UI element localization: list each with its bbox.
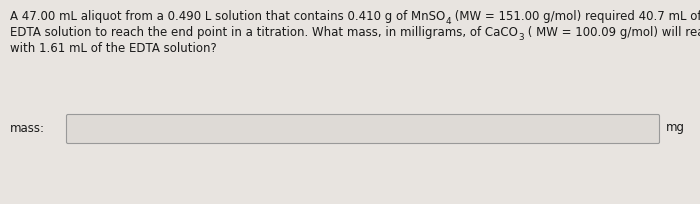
Text: with 1.61 mL of the EDTA solution?: with 1.61 mL of the EDTA solution?	[10, 42, 217, 55]
Text: 3: 3	[518, 33, 524, 42]
Text: 4: 4	[445, 17, 451, 26]
Text: (MW = 151.00 g/mol) required 40.7 mL of an: (MW = 151.00 g/mol) required 40.7 mL of …	[451, 10, 700, 23]
Text: mg: mg	[666, 122, 685, 134]
Text: ( MW = 100.09 g/mol) will react: ( MW = 100.09 g/mol) will react	[524, 26, 700, 39]
FancyBboxPatch shape	[66, 114, 659, 143]
Text: mass:: mass:	[10, 122, 45, 134]
Text: EDTA solution to reach the end point in a titration. What mass, in milligrams, o: EDTA solution to reach the end point in …	[10, 26, 518, 39]
Text: A 47.00 mL aliquot from a 0.490 L solution that contains 0.410 g of MnSO: A 47.00 mL aliquot from a 0.490 L soluti…	[10, 10, 445, 23]
